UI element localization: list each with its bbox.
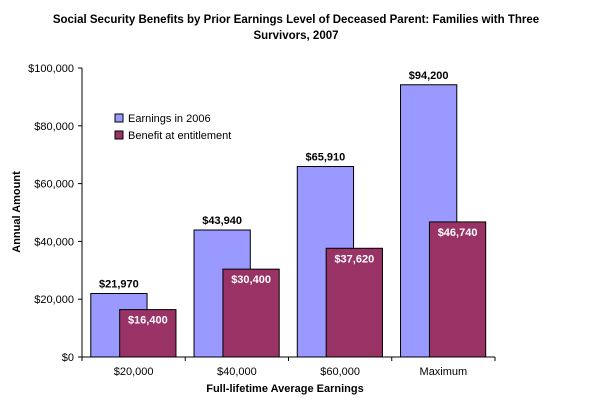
x-tick-label: $60,000 [320,366,360,378]
bars [90,84,487,358]
chart-title: Social Security Benefits by Prior Earnin… [52,14,540,42]
legend-label: Earnings in 2006 [128,113,211,125]
legend-swatch [114,130,124,140]
y-tick-label: $80,000 [34,121,74,133]
x-axis-title: Full-lifetime Average Earnings [206,383,364,395]
y-tick-label: $0 [62,352,74,364]
x-tick-label: $20,000 [114,366,154,378]
data-label-earnings: $43,940 [202,215,242,227]
bar-benefit-at-entitlement [222,268,280,358]
legend: Earnings in 2006 Benefit at entitlement [114,113,231,142]
x-tick-label: Maximum [420,366,468,378]
y-tick-label: $40,000 [34,236,74,248]
data-label-benefit: $37,620 [334,253,374,265]
data-label-benefit: $16,400 [128,315,168,327]
y-axis-title: Annual Amount [11,171,23,253]
y-tick-label: $100,000 [28,63,74,75]
y-tick-label: $60,000 [34,179,74,191]
bar-labels: $21,970 $16,400 $43,940 $30,400 $65,910 $37,6… [99,70,477,327]
bar-benefit-at-entitlement [325,247,383,358]
bar-benefit-at-entitlement [428,221,487,358]
data-label-benefit: $46,740 [438,227,478,239]
x-tick-label: $40,000 [217,366,257,378]
data-label-benefit: $30,400 [231,274,271,286]
data-label-earnings: $65,910 [306,152,346,164]
legend-swatch [114,113,124,123]
data-label-earnings: $21,970 [99,279,139,291]
legend-label: Benefit at entitlement [128,130,231,142]
y-tick-label: $20,000 [34,294,74,306]
data-label-earnings: $94,200 [409,70,449,82]
bar-benefit-at-entitlement [119,309,177,358]
